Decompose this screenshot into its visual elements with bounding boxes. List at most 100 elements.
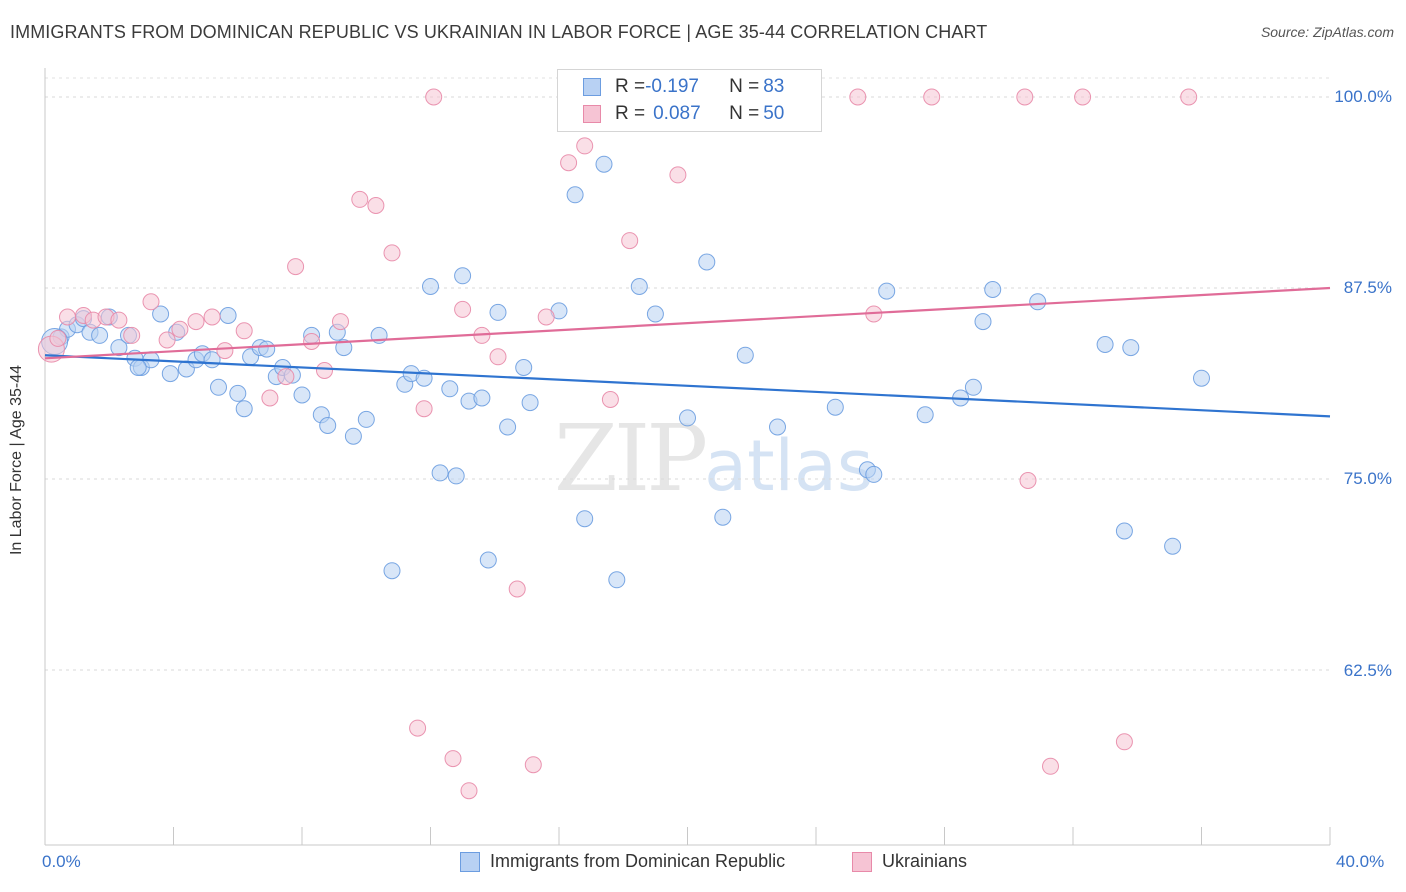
point-dominican-21 bbox=[229, 384, 247, 402]
point-ukrainian-47 bbox=[1074, 88, 1092, 106]
point-dominican-59 bbox=[630, 278, 648, 295]
point-dominican-80 bbox=[1193, 369, 1210, 387]
point-ukrainian-34 bbox=[537, 308, 555, 326]
point-dominican-79 bbox=[1164, 537, 1182, 555]
point-ukrainian-14 bbox=[235, 322, 253, 340]
legend-label-dominican: Immigrants from Dominican Republic bbox=[490, 851, 786, 871]
point-ukrainian-38 bbox=[621, 232, 639, 250]
point-dominican-19 bbox=[210, 378, 227, 396]
point-ukrainian-32 bbox=[508, 580, 526, 598]
point-dominican-12 bbox=[152, 305, 170, 323]
n-value-dominican: 83 bbox=[763, 76, 785, 97]
point-dominican-49 bbox=[479, 551, 497, 569]
point-dominican-74 bbox=[984, 281, 1002, 298]
n-label: N = bbox=[729, 76, 760, 97]
point-dominican-60 bbox=[646, 305, 664, 323]
y-tick-label-87-5: 87.5% bbox=[1343, 278, 1392, 297]
point-ukrainian-31 bbox=[489, 348, 507, 366]
point-dominican-50 bbox=[489, 303, 507, 321]
point-ukrainian-48 bbox=[1115, 733, 1133, 751]
point-dominican-53 bbox=[521, 394, 539, 412]
y-tick-label-62-5: 62.5% bbox=[1343, 661, 1392, 680]
point-dominican-7 bbox=[110, 339, 128, 357]
r-label: R = bbox=[615, 76, 646, 97]
point-ukrainian-6 bbox=[110, 311, 128, 329]
point-ukrainian-17 bbox=[287, 258, 305, 276]
point-ukrainian-25 bbox=[415, 400, 433, 418]
point-ukrainian-13 bbox=[216, 342, 234, 360]
point-dominican-78 bbox=[1122, 339, 1140, 357]
legend-item-ukrainian[interactable]: Ukrainians bbox=[852, 851, 967, 872]
point-dominican-13 bbox=[161, 365, 179, 383]
point-dominican-75 bbox=[1029, 293, 1047, 311]
point-ukrainian-46 bbox=[1042, 757, 1059, 775]
chart-title: IMMIGRANTS FROM DOMINICAN REPUBLIC VS UK… bbox=[10, 22, 988, 42]
point-dominican-58 bbox=[608, 571, 626, 589]
point-ukrainian-45 bbox=[1019, 472, 1037, 489]
point-ukrainian-37 bbox=[601, 391, 619, 408]
point-dominican-45 bbox=[447, 467, 465, 485]
x-tick-label-max: 40.0% bbox=[1336, 852, 1385, 871]
point-dominican-66 bbox=[826, 398, 844, 416]
point-dominican-63 bbox=[714, 508, 732, 526]
point-ukrainian-24 bbox=[409, 719, 427, 737]
point-dominican-73 bbox=[974, 313, 992, 331]
stats-legend: R = -0.197 N = 83 R = 0.087 N = 50 bbox=[557, 69, 822, 132]
point-dominican-46 bbox=[454, 267, 472, 285]
stats-row-ukrainian: R = 0.087 N = 50 bbox=[558, 101, 784, 127]
point-dominican-64 bbox=[736, 346, 754, 364]
point-dominican-70 bbox=[916, 406, 934, 424]
point-ukrainian-35 bbox=[560, 154, 578, 172]
r-value-dominican: -0.197 bbox=[645, 76, 699, 97]
point-ukrainian-7 bbox=[123, 326, 141, 344]
point-dominican-43 bbox=[431, 464, 449, 482]
point-dominican-32 bbox=[319, 417, 337, 434]
point-ukrainian-21 bbox=[351, 190, 369, 208]
point-dominican-25 bbox=[258, 340, 276, 358]
point-dominican-44 bbox=[441, 380, 459, 398]
point-ukrainian-28 bbox=[454, 300, 472, 318]
point-ukrainian-1 bbox=[49, 329, 67, 347]
source-credit: Source: ZipAtlas.com bbox=[1260, 24, 1394, 40]
trendline-ukrainian bbox=[44, 286, 1331, 360]
point-dominican-72 bbox=[964, 378, 982, 396]
legend-label-ukrainian: Ukrainians bbox=[882, 851, 968, 871]
point-dominican-69 bbox=[878, 282, 896, 300]
legend-item-dominican[interactable]: Immigrants from Dominican Republic bbox=[460, 851, 785, 872]
point-dominican-65 bbox=[769, 418, 786, 436]
point-dominican-77 bbox=[1115, 522, 1133, 540]
point-dominican-38 bbox=[383, 562, 401, 580]
point-dominican-82 bbox=[129, 359, 147, 376]
point-dominican-51 bbox=[499, 418, 517, 436]
point-dominican-55 bbox=[566, 186, 584, 204]
r-label: R = bbox=[615, 103, 646, 124]
point-ukrainian-27 bbox=[444, 750, 462, 768]
point-ukrainian-2 bbox=[59, 308, 76, 326]
point-ukrainian-36 bbox=[576, 137, 594, 155]
point-ukrainian-20 bbox=[332, 313, 349, 331]
point-ukrainian-19 bbox=[316, 362, 333, 379]
point-dominican-20 bbox=[219, 307, 237, 324]
point-ukrainian-44 bbox=[1016, 88, 1034, 106]
n-label: N = bbox=[729, 103, 760, 124]
point-ukrainian-8 bbox=[142, 293, 160, 311]
point-ukrainian-15 bbox=[261, 389, 279, 407]
y-tick-label-100: 100.0% bbox=[1334, 87, 1392, 106]
point-ukrainian-10 bbox=[171, 320, 189, 338]
point-ukrainian-33 bbox=[524, 756, 542, 774]
point-dominican-29 bbox=[293, 386, 311, 404]
point-dominican-62 bbox=[698, 253, 716, 271]
point-dominican-57 bbox=[595, 155, 613, 173]
x-tick-label-min: 0.0% bbox=[42, 852, 81, 871]
stats-row-dominican: R = -0.197 N = 83 bbox=[558, 74, 784, 100]
point-ukrainian-43 bbox=[923, 88, 941, 106]
y-tick-label-75: 75.0% bbox=[1343, 469, 1392, 488]
point-ukrainian-11 bbox=[187, 313, 205, 331]
legend-swatch-ukrainian bbox=[852, 851, 872, 872]
point-dominican-35 bbox=[344, 427, 362, 445]
point-dominican-36 bbox=[357, 410, 375, 428]
trendline-dominican bbox=[44, 354, 1331, 418]
point-ukrainian-12 bbox=[203, 308, 221, 326]
point-ukrainian-49 bbox=[1180, 88, 1198, 106]
